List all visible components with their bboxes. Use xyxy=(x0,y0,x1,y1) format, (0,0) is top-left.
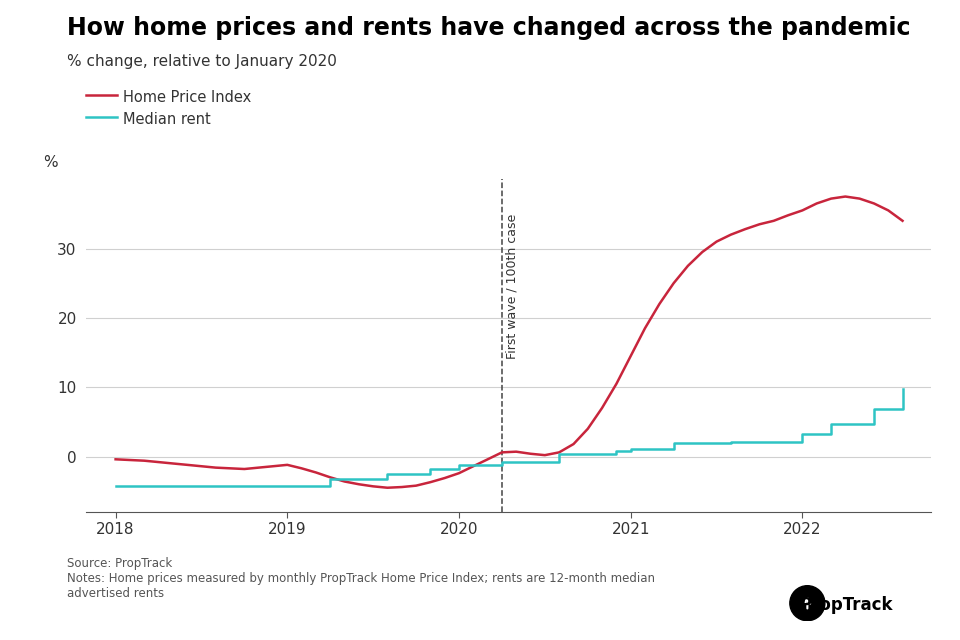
Text: PropTrack: PropTrack xyxy=(800,596,893,614)
Text: First wave / 100th case: First wave / 100th case xyxy=(505,214,518,359)
Text: Home Price Index: Home Price Index xyxy=(123,90,252,104)
Text: % change, relative to January 2020: % change, relative to January 2020 xyxy=(67,54,337,69)
Circle shape xyxy=(790,586,825,621)
Text: How home prices and rents have changed across the pandemic: How home prices and rents have changed a… xyxy=(67,16,911,40)
Text: Median rent: Median rent xyxy=(123,112,210,127)
Text: %: % xyxy=(43,155,58,170)
Text: Source: PropTrack
Notes: Home prices measured by monthly PropTrack Home Price In: Source: PropTrack Notes: Home prices mea… xyxy=(67,557,655,600)
